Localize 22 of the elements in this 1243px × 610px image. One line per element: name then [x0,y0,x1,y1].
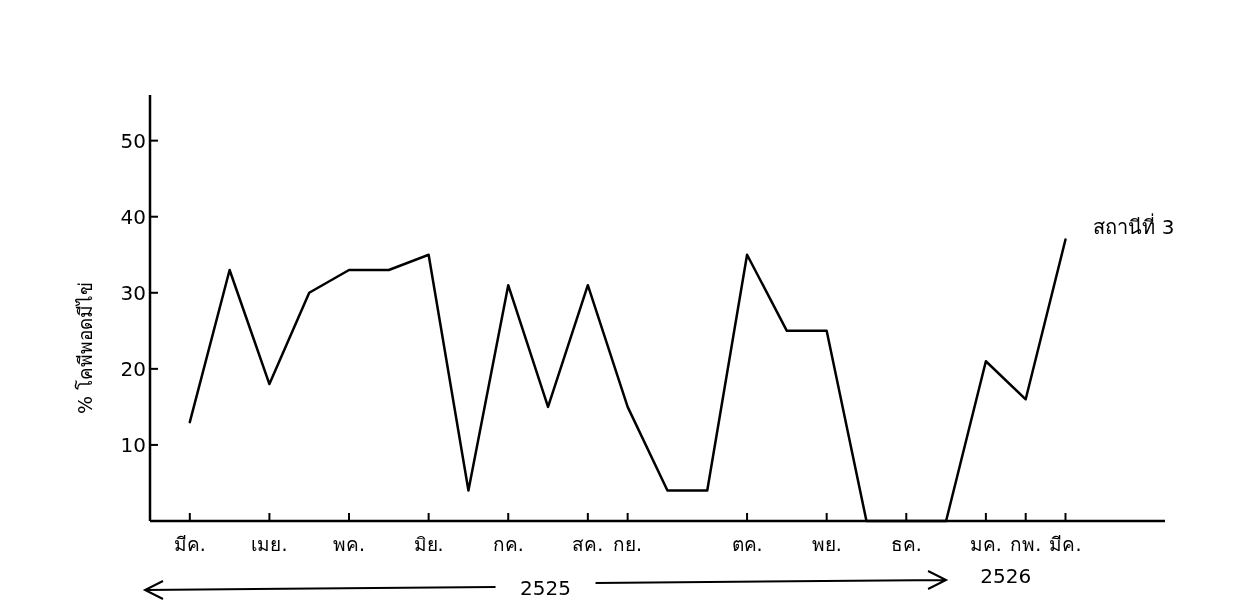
x-tick-label: กค. [492,533,524,555]
x-tick-label: มีค. [173,533,206,555]
x-tick-label: มิย. [413,533,444,555]
x-tick-label: ธค. [890,533,922,555]
x-tick-label: กย. [613,533,643,555]
y-tick-label: 50 [120,128,146,153]
text: 2525 [520,576,571,600]
y-tick-label: 20 [120,356,146,381]
y-axis-title: % โคพีพอดมีไข่ [74,281,96,415]
x-tick-label: มีค. [1049,533,1082,555]
series-label: สถานีที่ 3 [1093,212,1175,239]
x-tick-label: ตค. [731,533,763,555]
y-tick-label: 30 [120,280,146,305]
x-tick-label: สค. [572,533,604,555]
text: 2526 [980,564,1032,588]
y-tick-label: 40 [120,204,146,229]
y-tick-label: 10 [120,432,146,457]
x-tick-label: พค. [333,533,366,555]
x-tick-label: เมย. [251,533,288,555]
x-tick-label: กพ. [1010,533,1042,555]
x-tick-label: มค. [969,533,1002,555]
x-tick-label: พย. [811,533,842,555]
